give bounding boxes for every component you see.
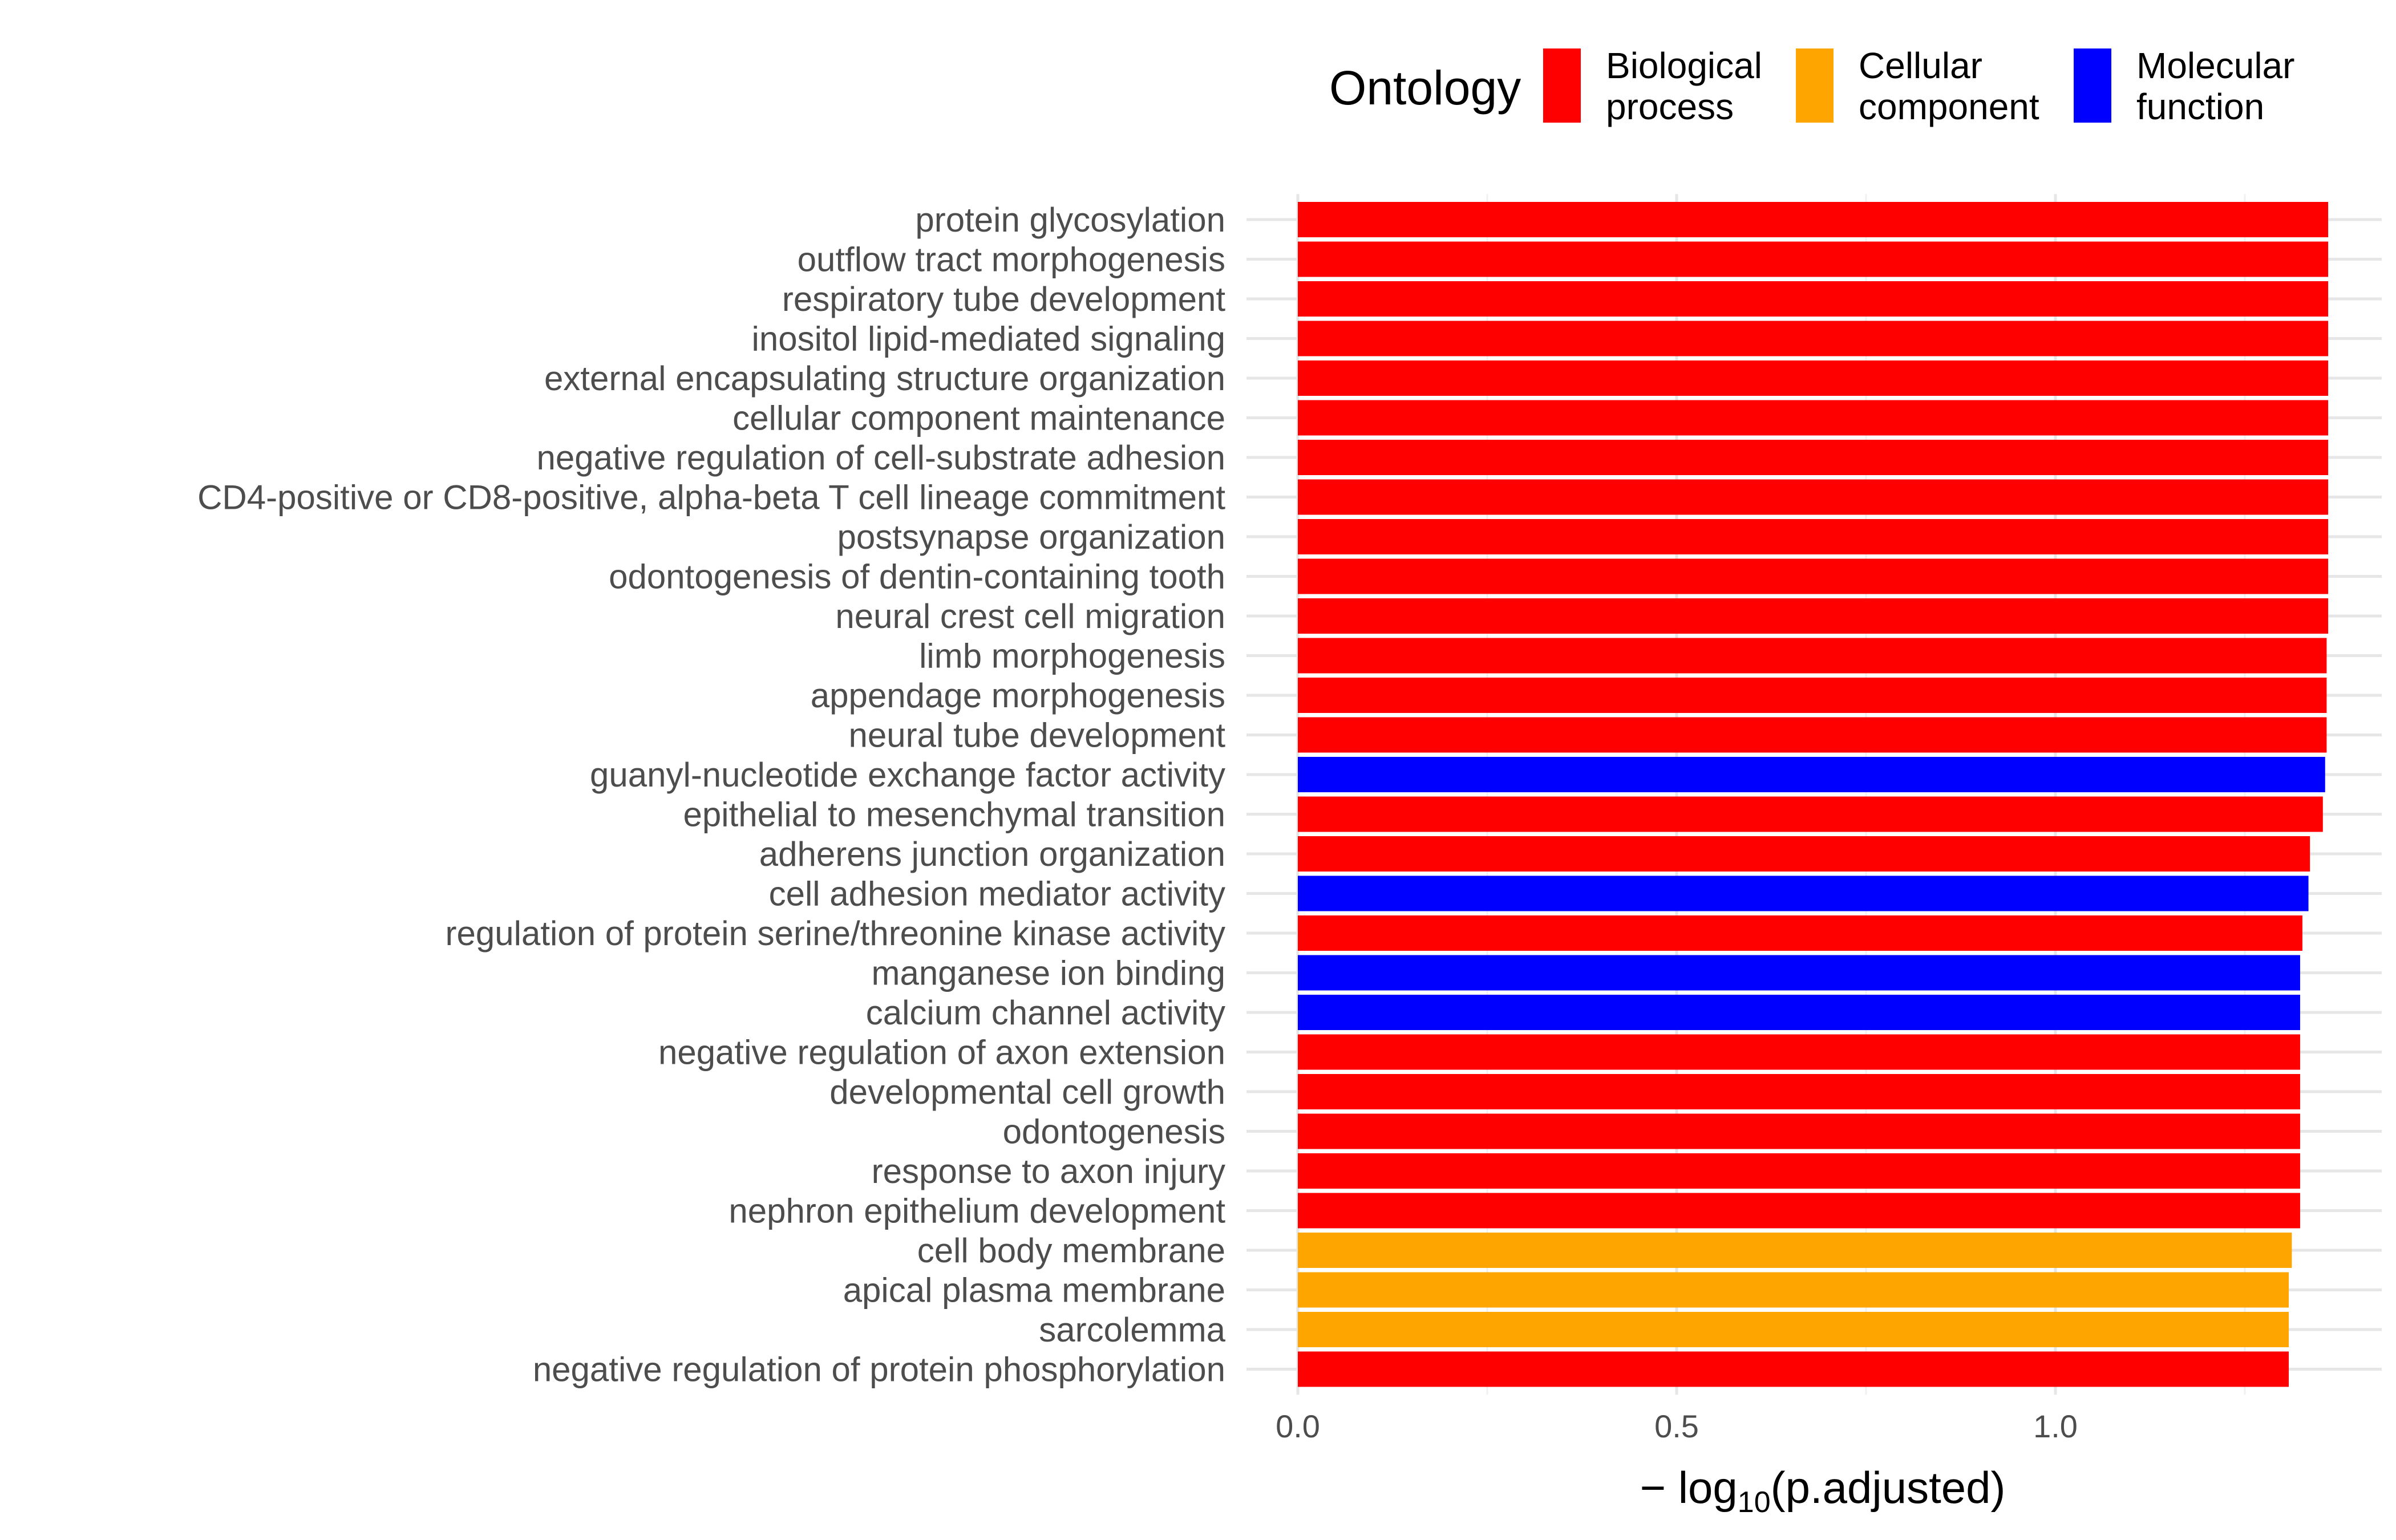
legend-label: process bbox=[1606, 86, 1734, 127]
bar bbox=[1298, 598, 2329, 634]
x-tick-label: 0.5 bbox=[1654, 1408, 1699, 1444]
category-label: nephron epithelium development bbox=[728, 1192, 1225, 1230]
category-label: outflow tract morphogenesis bbox=[798, 241, 1225, 279]
bar bbox=[1298, 479, 2329, 515]
x-axis-title: − log10(p.adjusted) bbox=[1640, 1462, 2005, 1519]
category-label: adherens junction organization bbox=[759, 835, 1225, 873]
category-label: sarcolemma bbox=[1039, 1311, 1225, 1349]
x-axis-tick-labels: 0.0 0.5 1.0 bbox=[1276, 1408, 2078, 1444]
legend-label: Molecular bbox=[2136, 45, 2294, 86]
category-label: negative regulation of axon extension bbox=[658, 1034, 1225, 1072]
category-label: limb morphogenesis bbox=[919, 637, 1225, 675]
bar bbox=[1298, 757, 2325, 792]
x-axis-title-suffix: (p.adjusted) bbox=[1771, 1462, 2006, 1513]
category-label: developmental cell growth bbox=[829, 1073, 1225, 1111]
x-tick-label: 0.0 bbox=[1276, 1408, 1320, 1444]
legend-label: component bbox=[1859, 86, 2039, 127]
bar bbox=[1298, 558, 2329, 594]
bar bbox=[1298, 241, 2329, 277]
legend-label: Cellular bbox=[1859, 45, 1982, 86]
legend-title: Ontology bbox=[1329, 61, 1521, 115]
category-label: odontogenesis of dentin-containing tooth bbox=[609, 558, 1225, 596]
legend-swatch bbox=[1796, 48, 1834, 123]
bar bbox=[1298, 995, 2300, 1030]
category-label: regulation of protein serine/threonine k… bbox=[446, 914, 1225, 953]
category-label: manganese ion binding bbox=[872, 954, 1225, 992]
bar bbox=[1298, 281, 2329, 317]
bar bbox=[1298, 202, 2329, 237]
category-label: neural tube development bbox=[849, 716, 1226, 755]
category-label: odontogenesis bbox=[1003, 1113, 1225, 1151]
bar bbox=[1298, 915, 2302, 951]
category-label: calcium channel activity bbox=[866, 994, 1225, 1032]
bar bbox=[1298, 1193, 2300, 1229]
category-label: external encapsulating structure organiz… bbox=[544, 359, 1225, 398]
bar bbox=[1298, 1074, 2300, 1109]
category-label: negative regulation of cell-substrate ad… bbox=[537, 439, 1225, 477]
bar bbox=[1298, 321, 2329, 356]
bar bbox=[1298, 1233, 2292, 1268]
category-label: cellular component maintenance bbox=[732, 399, 1225, 437]
bar bbox=[1298, 796, 2323, 832]
bars bbox=[1298, 202, 2329, 1387]
bar bbox=[1298, 1034, 2300, 1070]
bar bbox=[1298, 440, 2329, 475]
bar bbox=[1298, 519, 2329, 554]
category-label: protein glycosylation bbox=[915, 201, 1225, 239]
category-label: epithelial to mesenchymal transition bbox=[683, 796, 1225, 834]
category-label: appendage morphogenesis bbox=[811, 676, 1225, 715]
category-label: respiratory tube development bbox=[782, 280, 1225, 318]
bar bbox=[1298, 400, 2329, 436]
bar bbox=[1298, 836, 2310, 872]
bar bbox=[1298, 678, 2327, 713]
category-label: cell adhesion mediator activity bbox=[769, 875, 1225, 913]
legend-label: Biological bbox=[1606, 45, 1762, 86]
category-label: postsynapse organization bbox=[837, 518, 1225, 556]
legend-swatch bbox=[1543, 48, 1581, 123]
bar bbox=[1298, 360, 2329, 396]
x-axis-title-prefix: − log bbox=[1640, 1462, 1737, 1513]
bar bbox=[1298, 638, 2327, 674]
bar bbox=[1298, 1153, 2300, 1189]
bar bbox=[1298, 1312, 2289, 1347]
category-label: guanyl-nucleotide exchange factor activi… bbox=[590, 756, 1225, 794]
bar bbox=[1298, 876, 2309, 911]
category-label: response to axon injury bbox=[872, 1152, 1225, 1190]
bar bbox=[1298, 1272, 2289, 1308]
category-label: apical plasma membrane bbox=[843, 1271, 1225, 1310]
x-axis-title-subscript: 10 bbox=[1738, 1486, 1771, 1519]
legend-swatch bbox=[2074, 48, 2111, 123]
bar bbox=[1298, 1351, 2289, 1387]
bar bbox=[1298, 1113, 2300, 1149]
x-tick-label: 1.0 bbox=[2033, 1408, 2078, 1444]
bar bbox=[1298, 955, 2300, 991]
category-label: cell body membrane bbox=[917, 1231, 1225, 1270]
bar bbox=[1298, 717, 2327, 753]
category-label: inositol lipid-mediated signaling bbox=[752, 320, 1225, 358]
category-label: neural crest cell migration bbox=[835, 597, 1225, 635]
category-label: CD4-positive or CD8-positive, alpha-beta… bbox=[197, 479, 1225, 517]
legend-label: function bbox=[2136, 86, 2264, 127]
category-label: negative regulation of protein phosphory… bbox=[533, 1351, 1225, 1389]
